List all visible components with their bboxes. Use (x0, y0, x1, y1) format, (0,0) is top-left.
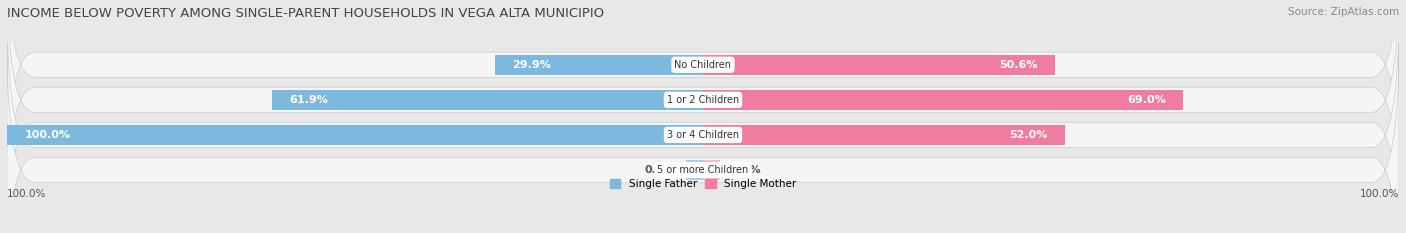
FancyBboxPatch shape (7, 7, 1399, 233)
Text: 3 or 4 Children: 3 or 4 Children (666, 130, 740, 140)
Bar (273, 90, 703, 110)
FancyBboxPatch shape (7, 0, 1399, 192)
Bar (7, 125, 703, 145)
Text: 100.0%: 100.0% (24, 130, 70, 140)
Bar (495, 55, 703, 75)
Text: 61.9%: 61.9% (290, 95, 329, 105)
Text: 29.9%: 29.9% (512, 60, 551, 70)
Bar (703, 125, 1064, 145)
Legend: Single Father, Single Mother: Single Father, Single Mother (606, 175, 800, 193)
Text: 52.0%: 52.0% (1010, 130, 1047, 140)
Bar (703, 160, 720, 180)
Text: 0.0%: 0.0% (731, 165, 762, 175)
Bar (703, 90, 1184, 110)
Text: 69.0%: 69.0% (1128, 95, 1166, 105)
Text: INCOME BELOW POVERTY AMONG SINGLE-PARENT HOUSEHOLDS IN VEGA ALTA MUNICIPIO: INCOME BELOW POVERTY AMONG SINGLE-PARENT… (7, 7, 605, 20)
Bar (686, 160, 703, 180)
Text: 5 or more Children: 5 or more Children (658, 165, 748, 175)
Text: 100.0%: 100.0% (1360, 189, 1399, 199)
Text: 0.0%: 0.0% (644, 165, 675, 175)
Text: 100.0%: 100.0% (7, 189, 46, 199)
FancyBboxPatch shape (7, 0, 1399, 228)
Bar (703, 55, 1054, 75)
Text: 1 or 2 Children: 1 or 2 Children (666, 95, 740, 105)
Text: No Children: No Children (675, 60, 731, 70)
Text: Source: ZipAtlas.com: Source: ZipAtlas.com (1288, 7, 1399, 17)
FancyBboxPatch shape (7, 42, 1399, 233)
Text: 50.6%: 50.6% (1000, 60, 1038, 70)
